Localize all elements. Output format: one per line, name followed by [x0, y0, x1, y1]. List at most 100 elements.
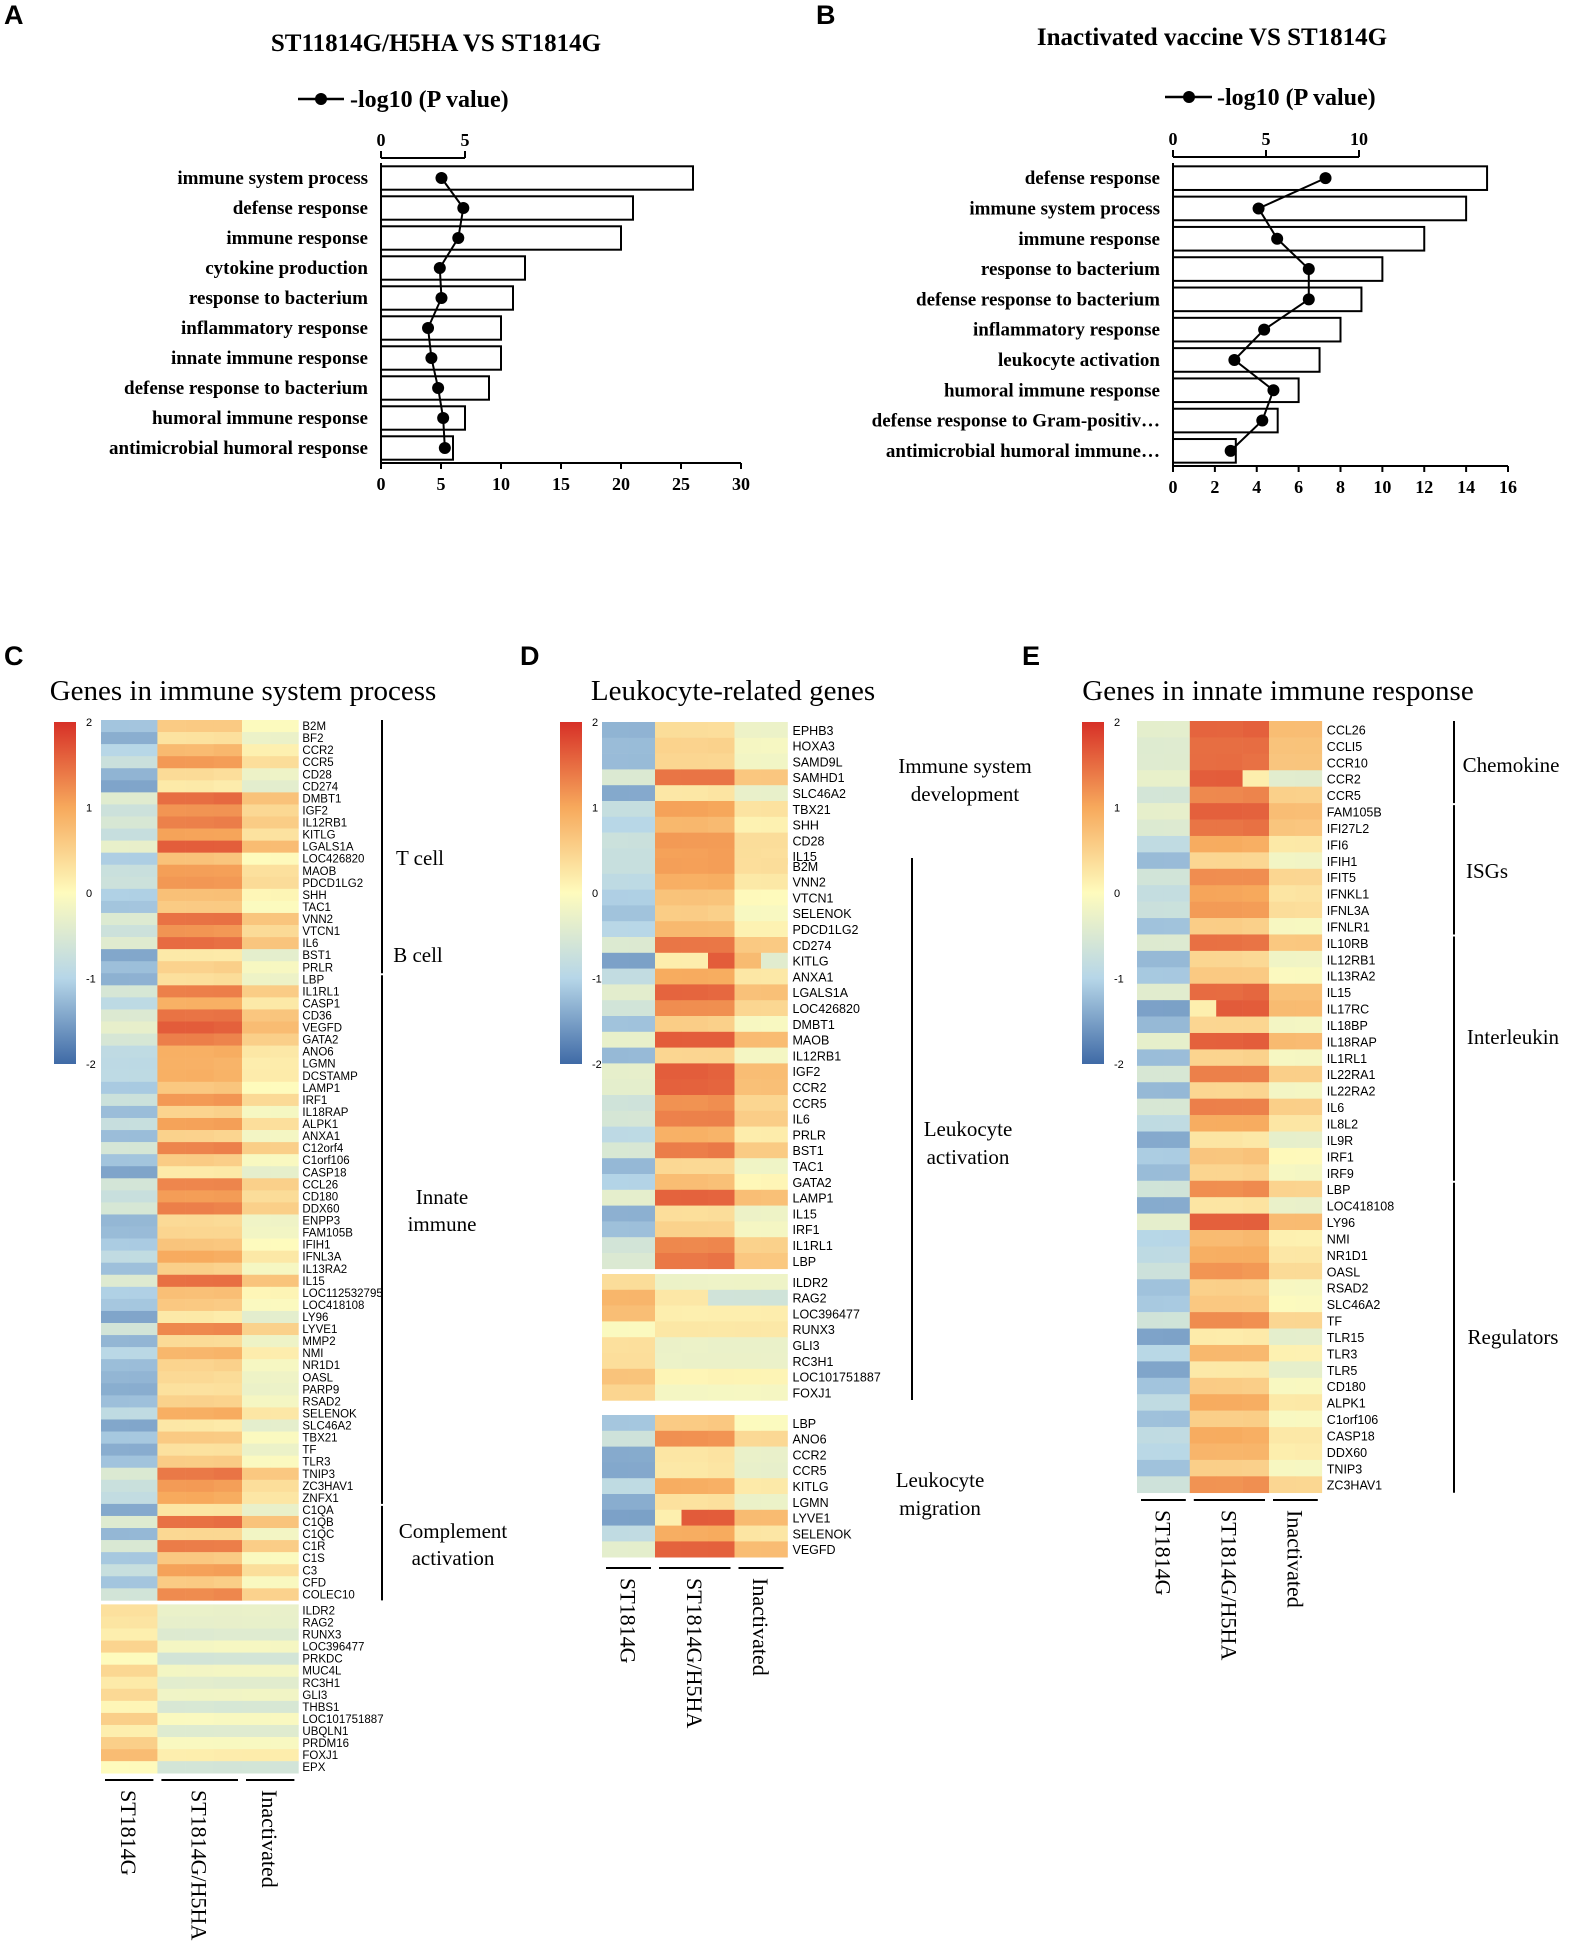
heatmap-c-gene-label: ZC3HAV1	[302, 1481, 353, 1493]
heatmap-c-cell	[157, 1142, 186, 1155]
heatmap-e-colorbar-tick: 2	[1114, 717, 1120, 729]
heatmap-c-cell	[270, 1604, 299, 1617]
heatmap-e-cell	[1269, 835, 1296, 853]
heatmap-c-cell	[242, 1407, 271, 1420]
heatmap-e-cell	[1189, 1476, 1217, 1494]
heatmap-c-cell	[101, 1749, 130, 1762]
heatmap-e-cell	[1137, 1032, 1164, 1050]
heatmap-e-cell	[1269, 868, 1296, 886]
heatmap-d-category-label: Immune system	[898, 754, 1032, 778]
heatmap-c-cell	[101, 1515, 130, 1529]
heatmap-c-cell	[101, 1335, 130, 1348]
heatmap-c-cell	[242, 1676, 271, 1690]
heatmap-c-cell	[101, 1407, 130, 1420]
heatmap-e-cell	[1189, 868, 1217, 886]
heatmap-d-cell	[628, 873, 656, 890]
heatmap-c-cell	[157, 1166, 186, 1179]
heatmap-d-cell	[734, 1274, 762, 1291]
heatmap-c-cell	[157, 864, 186, 878]
heatmap-d-gene-label: LBP	[793, 1417, 817, 1431]
heatmap-e-gene-label: IL12RB1	[1327, 953, 1376, 967]
heatmap-d-gene-label: TBX21	[793, 803, 831, 817]
heatmap-d-cell	[628, 1205, 656, 1222]
heatmap-d-cell	[628, 769, 656, 786]
heatmap-c-cell	[270, 1628, 299, 1641]
heatmap-c-cell	[213, 1093, 243, 1107]
heatmap-e-gene-label: TLR3	[1327, 1347, 1358, 1361]
heatmap-e-cell	[1189, 1098, 1217, 1116]
heatmap-d-cell	[602, 1047, 629, 1064]
heatmap-d-cell	[708, 1205, 735, 1222]
heatmap-c-cell	[101, 1033, 130, 1046]
heatmap-c-cell	[213, 1335, 243, 1348]
heatmap-c-cell	[101, 1552, 130, 1565]
heatmap-d-gene-label: CD28	[793, 834, 825, 848]
heatmap-d-cell	[708, 722, 735, 739]
heatmap-c-title: Genes in immune system process	[50, 675, 437, 707]
heatmap-c-gene-label: CD36	[302, 1011, 331, 1023]
heatmap-c-gene-label: LOC418108	[302, 1300, 364, 1312]
heatmap-c-cell	[213, 1455, 243, 1469]
heatmap-c-cell	[242, 1250, 271, 1263]
heatmap-e-cell	[1189, 901, 1217, 919]
heatmap-d-cell	[628, 1368, 656, 1385]
heatmap-c-cell	[185, 1081, 215, 1095]
heatmap-e-cell	[1216, 1082, 1243, 1099]
heatmap-e-cell	[1216, 852, 1243, 870]
heatmap-e-cell	[1216, 1459, 1243, 1477]
heatmap-e-cell	[1163, 1016, 1191, 1034]
heatmap-c-cell	[242, 1737, 271, 1750]
heatmap-d-gene-label: DMBT1	[793, 1018, 835, 1032]
heatmap-c-cell	[157, 1664, 186, 1678]
heatmap-c-cell	[101, 1166, 130, 1179]
heatmap-c-cell	[242, 1021, 271, 1034]
heatmap-e-gene-label: CCR5	[1327, 789, 1361, 803]
heatmap-c-cell	[129, 1045, 158, 1058]
heatmap-c-cell	[213, 997, 243, 1010]
heatmap-d-cell	[602, 952, 629, 969]
heatmap-e-cell	[1269, 1147, 1296, 1165]
heatmap-c-cell	[129, 1117, 158, 1131]
heatmap-e-cell	[1295, 1377, 1323, 1395]
heatmap-d-cell	[681, 1289, 709, 1306]
heatmap-c-gene-label: NMI	[302, 1348, 323, 1360]
heatmap-d-cell	[602, 1221, 629, 1238]
heatmap-d-cell	[734, 1509, 762, 1526]
heatmap-c-gene-label: IFNL3A	[302, 1252, 341, 1264]
heatmap-c-gene-label: DCSTAMP	[302, 1071, 358, 1083]
heatmap-e-cell	[1189, 1344, 1217, 1362]
heatmap-d-cell	[602, 1541, 629, 1558]
heatmap-c-cell	[270, 840, 299, 853]
heatmap-c-cell	[101, 732, 130, 745]
heatmap-c-cell	[270, 1021, 299, 1034]
heatmap-e-colorbar-tick: 1	[1114, 803, 1120, 815]
heatmap-d-cell	[761, 1462, 788, 1479]
heatmap-e-cell	[1189, 1180, 1217, 1198]
heatmap-c-gene-label: SLC46A2	[302, 1421, 351, 1433]
heatmap-c-cell	[242, 1491, 271, 1505]
heatmap-e-cell	[1137, 835, 1164, 853]
heatmap-d-cell	[708, 858, 735, 875]
heatmap-c-gene-label: CD180	[302, 1191, 338, 1203]
heatmap-e-cell	[1269, 1213, 1296, 1231]
heatmap-c-group-label: ST1814G	[116, 1790, 141, 1876]
heatmap-d-cell	[681, 816, 709, 833]
heatmap-d-cell	[708, 769, 735, 786]
heatmap-d-cell	[655, 968, 682, 985]
heatmap-c-cell	[270, 900, 299, 914]
heatmap-c-cell	[101, 949, 130, 962]
chart-a-category-label: inflammatory response	[181, 318, 368, 339]
heatmap-d-cell	[681, 1353, 709, 1370]
heatmap-c-cell	[129, 1335, 158, 1348]
heatmap-c-cell	[270, 1467, 299, 1481]
heatmap-e-cell	[1295, 1476, 1323, 1494]
heatmap-c-cell	[270, 876, 299, 890]
heatmap-d-group-label: ST1814G/H5HA	[682, 1578, 707, 1728]
heatmap-e-gene-label: TNIP3	[1327, 1462, 1362, 1476]
heatmap-c-cell	[213, 744, 243, 757]
heatmap-e-gene-label: IL8L2	[1327, 1118, 1358, 1132]
heatmap-c-cell	[101, 1371, 130, 1384]
heatmap-d-gene-label: RAG2	[793, 1292, 827, 1306]
heatmap-e-cell	[1163, 852, 1191, 870]
heatmap-d-cell	[628, 889, 656, 906]
